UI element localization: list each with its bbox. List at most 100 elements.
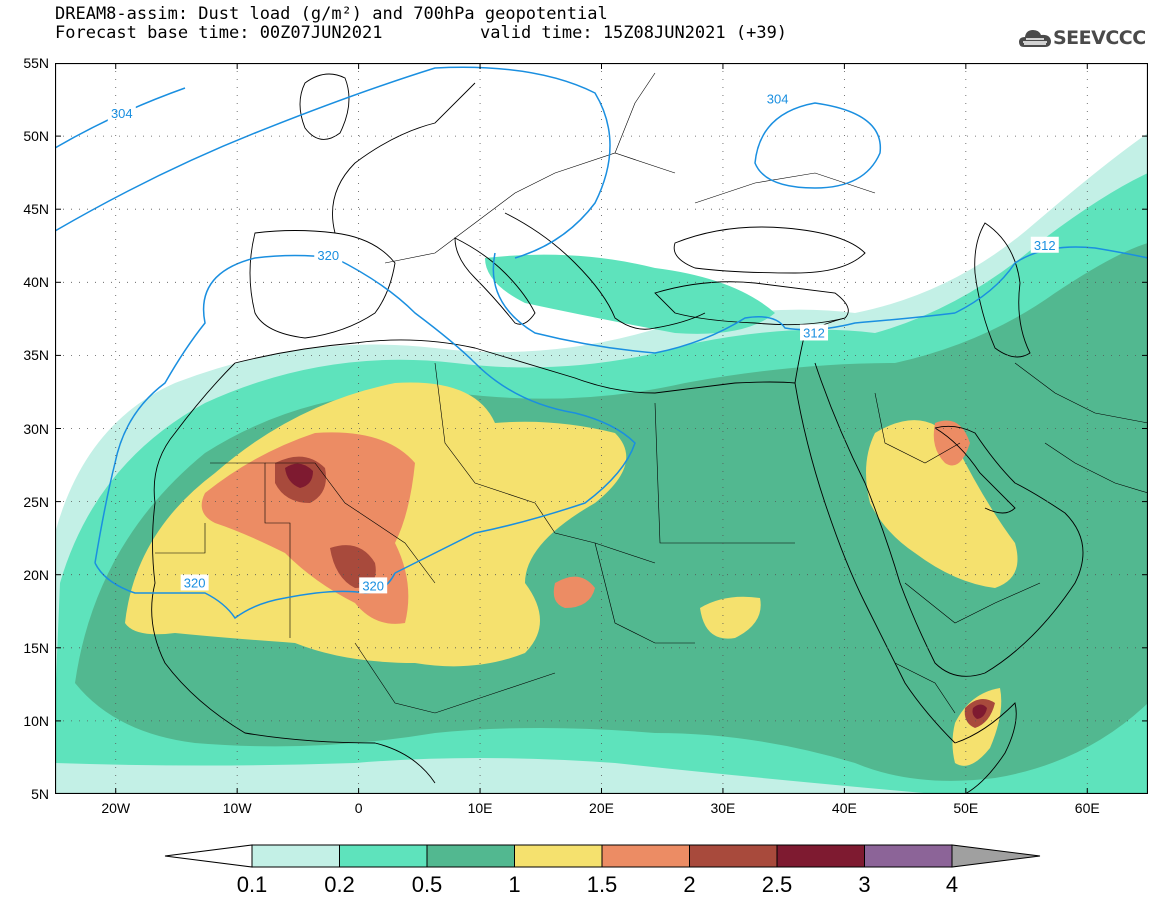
colorbar-segment-1: [514, 844, 603, 868]
contour-label-304: 304: [763, 90, 792, 107]
valid-time: valid time: 15Z08JUN2021 (+39): [480, 23, 788, 43]
contour-label-bg: [359, 577, 388, 594]
lon-label: 0: [354, 800, 363, 816]
lat-label: 5N: [31, 786, 49, 802]
contour-label-text: 320: [184, 575, 206, 590]
contour-label-bg: [800, 324, 829, 341]
dust-band-1.5-gulf: [933, 420, 970, 466]
border-6: [654, 402, 795, 544]
contour-label-text: 320: [362, 578, 384, 593]
contour-label-320: 320: [359, 577, 388, 594]
map-panel: 304 304 320 320 320 312 312: [55, 63, 1148, 794]
border-8: [354, 642, 556, 714]
chart-title: DREAM8-assim: Dust load (g/m²) and 700hP…: [55, 4, 608, 24]
axis-ticks: [55, 63, 1148, 794]
colorbar-high-arrow: [951, 844, 1041, 868]
colorbar-label: 1: [508, 872, 521, 897]
border-16: [694, 172, 876, 204]
border-5: [534, 502, 656, 564]
base-time-text: Forecast base time: 00Z07JUN2021: [55, 23, 383, 43]
border-1: [210, 462, 291, 638]
border-7: [594, 542, 695, 644]
contour-label-bg: [314, 246, 343, 263]
border-11: [894, 662, 956, 714]
lon-label: 60E: [1074, 800, 1100, 816]
contour-labels: 304 304 320 320 320 312 312: [107, 90, 1059, 594]
border-12: [1014, 362, 1148, 424]
colorbar-segment-2: [689, 844, 778, 868]
colorbar-segment-0.2: [339, 844, 428, 868]
contour-label-bg: [763, 90, 792, 107]
coastline-west-africa: [151, 362, 436, 784]
seevccc-logo: SEEVCCC: [1018, 25, 1158, 53]
dust-map: 304 304 320 320 320 312 312: [55, 63, 1148, 794]
contour-label-bg: [1030, 236, 1059, 253]
colorbar-label: 2: [683, 872, 696, 897]
contour-label-text: 312: [1034, 238, 1056, 253]
colorbar-label: 0.1: [236, 872, 268, 897]
border-3: [155, 523, 206, 554]
contour-label-312: 312: [1030, 236, 1059, 253]
colorbar-label: 2.5: [761, 872, 793, 897]
dust-band-2.5-somalia: [972, 704, 987, 719]
contour-label-320: 320: [314, 246, 343, 263]
contour-304-east: [754, 102, 882, 189]
dust-band-1-arabia: [866, 420, 1018, 588]
coastline-balkans: [504, 212, 706, 330]
contour-320-north: [94, 254, 636, 574]
contour-label-304: 304: [107, 105, 136, 122]
contour-label-text: 304: [111, 106, 133, 121]
coastline-turkey: [654, 281, 849, 326]
lon-label: 10W: [222, 800, 252, 816]
lon-label: 20W: [101, 800, 131, 816]
lat-label: 15N: [23, 639, 49, 656]
cloud-icon: [1019, 30, 1051, 47]
contour-label-320: 320: [180, 574, 209, 591]
dust-band-2: [275, 456, 376, 588]
border-4: [434, 362, 536, 504]
lat-label: 55N: [23, 55, 49, 71]
colorbar-segment-0.1: [251, 844, 340, 868]
dust-band-1.5-chad: [553, 576, 595, 608]
contour-label-bg: [107, 105, 136, 122]
coastline-horn: [954, 702, 1017, 794]
colorbar-segment-0.5: [426, 844, 515, 868]
logo-text: SEEVCCC: [1053, 27, 1146, 49]
coastline-black-sea: [673, 226, 866, 274]
coastline-arabia-east: [934, 425, 1084, 674]
lat-label: 40N: [23, 274, 49, 291]
colorbar-label: 0.2: [324, 872, 355, 897]
lat-label: 10N: [23, 712, 49, 729]
contour-label-bg: [180, 574, 209, 591]
colorbar-label: 1.5: [586, 872, 618, 897]
lat-label: 35N: [23, 347, 49, 364]
colorbar-segment-3: [864, 844, 953, 868]
colorbar-segment-1.5: [601, 844, 690, 868]
colorbar-low-arrow: [164, 844, 253, 868]
lon-label: 40E: [831, 800, 857, 816]
contour-west: [55, 66, 611, 259]
lat-label: 45N: [23, 201, 49, 218]
colorbar-label: 3: [858, 872, 871, 897]
contour-312-med: [492, 252, 956, 354]
coastline-red-sea-east: [814, 362, 986, 677]
dust-band-1-sahel: [700, 596, 761, 639]
colorbar-label: 0.5: [411, 872, 443, 897]
contour-label-text: 312: [803, 325, 825, 340]
border-10: [904, 582, 1041, 624]
colorbar-segment-2.5: [776, 844, 865, 868]
coastline-italy: [454, 237, 536, 325]
contour-label-312: 312: [800, 324, 829, 341]
lon-label: 10E: [467, 800, 493, 816]
border-2: [265, 462, 436, 584]
coastline-france: [332, 82, 476, 234]
base-time: Forecast base time: 00Z07JUN2021 valid ti…: [55, 23, 787, 43]
border-15: [614, 72, 656, 154]
coastline-uk: [299, 73, 350, 140]
lat-label: 25N: [23, 493, 49, 510]
country-borders: [155, 72, 1148, 714]
coastline-caspian: [974, 222, 1031, 358]
border-13: [1044, 442, 1148, 494]
colorbar-label: 4: [945, 872, 959, 897]
coastline-north-africa: [234, 339, 796, 394]
